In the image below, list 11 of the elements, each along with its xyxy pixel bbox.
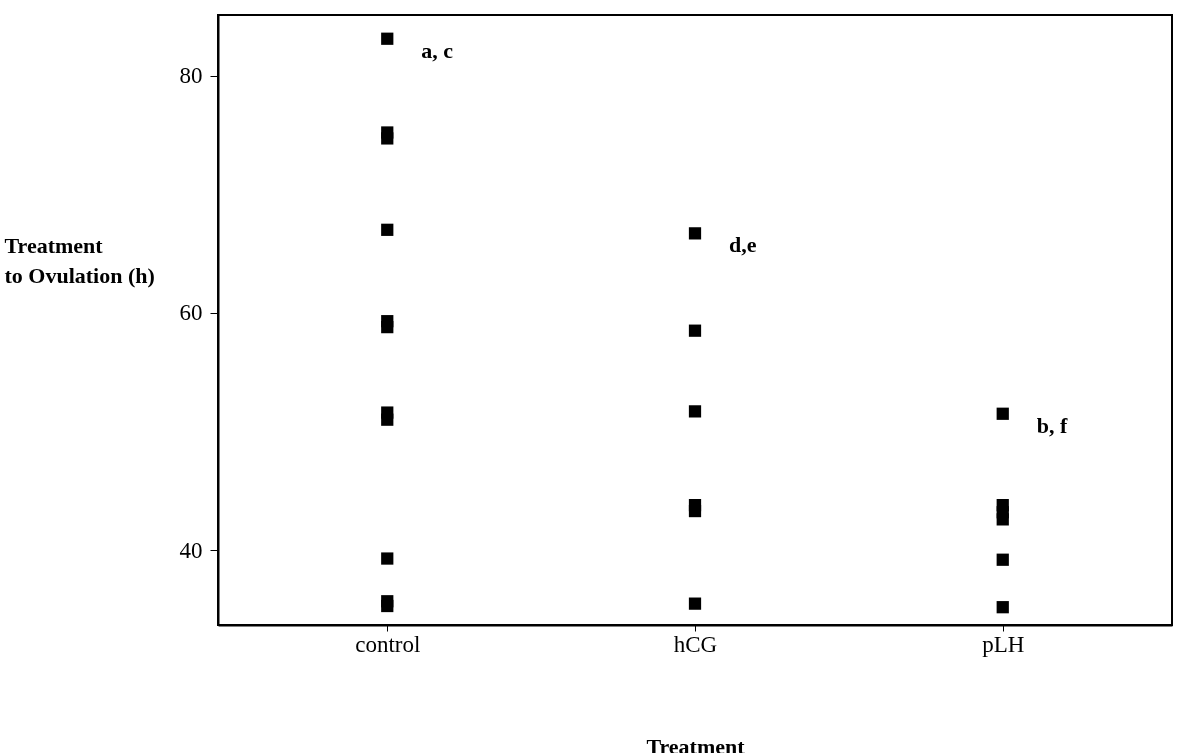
- x-tick-label: control: [355, 631, 421, 657]
- y-tick-label: 80: [179, 63, 203, 89]
- annotation: b, f: [1036, 412, 1068, 438]
- annotation: a, c: [421, 37, 454, 63]
- y-axis-title: Treatment to Ovulation (h): [4, 232, 155, 288]
- y-tick-label: 60: [179, 300, 203, 326]
- y-tick-label: 40: [179, 537, 203, 563]
- x-tick-label: hCG: [673, 631, 718, 657]
- annotation: d,e: [729, 232, 757, 258]
- x-tick-label: pLH: [982, 631, 1025, 657]
- x-axis-title: Treatment: [646, 733, 746, 753]
